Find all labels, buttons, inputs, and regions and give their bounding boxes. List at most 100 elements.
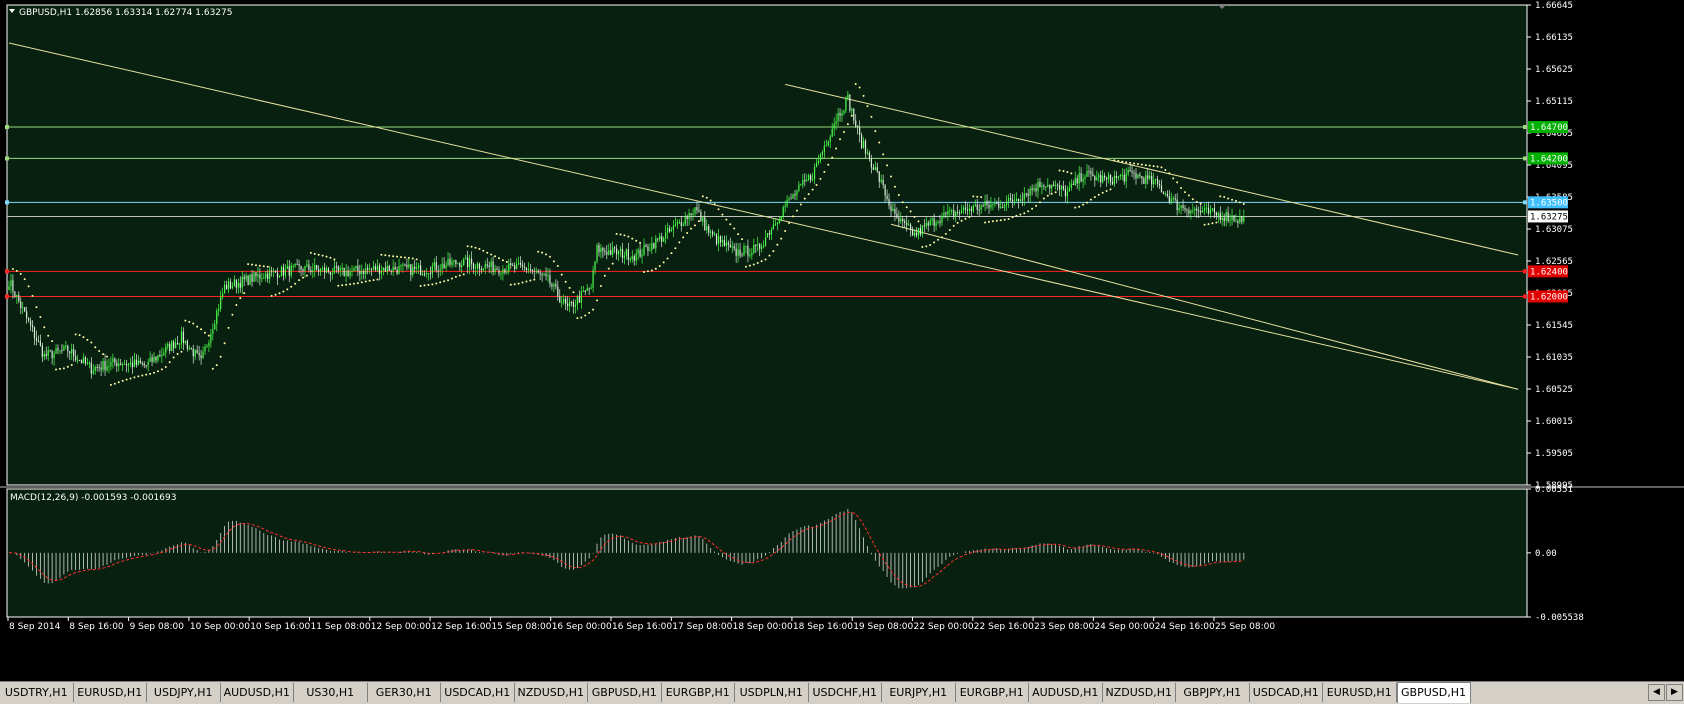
candle-body <box>1009 198 1012 200</box>
sar-dot <box>639 241 642 244</box>
sar-dot <box>498 257 500 260</box>
sar-dot <box>1003 218 1006 221</box>
chart-tab[interactable]: USDTRY,H1 <box>0 683 74 702</box>
candle-body <box>212 329 214 334</box>
candle-body <box>247 275 249 285</box>
candle-body <box>845 98 847 111</box>
candle-body <box>102 361 104 370</box>
candle-body <box>547 275 549 277</box>
sar-dot <box>356 282 359 285</box>
candle-body <box>690 213 692 216</box>
level-label: 1.63500 <box>1530 198 1568 208</box>
candle-body <box>482 268 484 271</box>
sar-dot <box>603 274 606 277</box>
candle-body <box>612 247 614 255</box>
price-tick-label: 1.65625 <box>1535 65 1573 75</box>
sar-dot <box>709 199 712 202</box>
sar-dot <box>866 105 869 108</box>
candle-body <box>725 242 727 247</box>
sar-dot <box>349 283 352 286</box>
sar-dot <box>819 177 822 180</box>
candle-body <box>578 296 580 303</box>
chart-tab[interactable]: AUDUSD,H1 <box>221 683 294 702</box>
candle-body <box>420 265 422 276</box>
chart-tab[interactable]: USDPLN,H1 <box>735 683 809 702</box>
sar-dot <box>19 272 22 275</box>
scroll-right-icon[interactable]: ▶ <box>1666 684 1683 701</box>
time-tick-label: 10 Sep 00:00 <box>190 622 250 632</box>
macd-tick-label: -0.005538 <box>1535 613 1584 623</box>
candle-body <box>273 270 275 272</box>
sar-dot <box>984 221 987 224</box>
sar-dot <box>172 356 175 359</box>
candle-body <box>896 213 898 218</box>
sar-dot <box>697 220 700 223</box>
chart-tab[interactable]: EURJPY,H1 <box>882 683 956 702</box>
candle-body <box>404 264 406 266</box>
sar-dot <box>192 322 195 325</box>
candle-body <box>810 175 812 181</box>
chart-tab[interactable]: GBPJPY,H1 <box>1176 683 1250 702</box>
candle-body <box>71 349 73 354</box>
candle-body <box>416 267 418 269</box>
candle-body <box>1186 209 1188 211</box>
sar-dot <box>752 263 755 266</box>
sar-dot <box>211 367 214 370</box>
sar-dot <box>341 284 344 287</box>
candle-body <box>80 360 83 364</box>
candle-body <box>188 347 190 349</box>
chart-tab[interactable]: USDCHF,H1 <box>809 683 882 702</box>
chart-tab[interactable]: USDCAD,H1 <box>441 683 515 702</box>
candle-body <box>892 208 894 212</box>
candle-body <box>1209 209 1212 214</box>
candle-body <box>449 258 451 265</box>
chart-tab[interactable]: GER30,H1 <box>368 683 441 702</box>
candle-body <box>347 270 349 277</box>
level-label-box <box>1528 265 1568 278</box>
candle-body <box>1129 170 1131 172</box>
sar-dot <box>309 251 312 254</box>
candle-body <box>110 361 112 367</box>
sar-dot <box>223 342 226 345</box>
sar-dot <box>850 114 853 117</box>
candle-body <box>467 257 469 268</box>
candle-body <box>333 266 335 274</box>
chart-tab[interactable]: GBPUSD,H1 <box>588 683 662 702</box>
candle-body <box>614 247 616 249</box>
candle-body <box>780 216 782 221</box>
chart-tab[interactable]: NZDUSD,H1 <box>1103 683 1176 702</box>
chart-tab[interactable]: AUDUSD,H1 <box>1029 683 1103 702</box>
candle-body <box>911 229 914 236</box>
candle-body <box>1055 184 1057 186</box>
chart-tab[interactable]: EURGBP,H1 <box>662 683 735 702</box>
price-chart[interactable]: 1.66645 1.66135 1.65625 1.65115 1.64605 1.640… <box>0 0 1684 681</box>
price-tick-label: 1.63075 <box>1535 225 1573 235</box>
candle-body <box>139 360 141 364</box>
candle-body <box>755 244 757 246</box>
candle-body <box>194 350 196 357</box>
sar-dot <box>650 269 653 272</box>
sar-dot <box>733 227 736 230</box>
candle-body <box>249 274 251 285</box>
chart-tab[interactable]: GBPUSD,H1 <box>1396 682 1471 703</box>
candle-body <box>408 264 410 268</box>
candle-body <box>1139 174 1141 177</box>
chart-tab[interactable]: EURUSD,H1 <box>74 683 147 702</box>
candle-body <box>227 281 230 290</box>
candle-body <box>114 358 116 363</box>
chart-tab[interactable]: US30,H1 <box>294 683 368 702</box>
chart-tab[interactable]: USDCAD,H1 <box>1250 683 1323 702</box>
candle-body <box>437 270 439 272</box>
chart-tab[interactable]: NZDUSD,H1 <box>515 683 588 702</box>
sar-dot <box>646 270 649 273</box>
chart-tab[interactable]: EURUSD,H1 <box>1323 683 1397 702</box>
chart-tab[interactable]: USDJPY,H1 <box>147 683 221 702</box>
candle-body <box>94 366 96 371</box>
scroll-left-icon[interactable]: ◀ <box>1648 684 1665 701</box>
sar-dot <box>372 279 375 282</box>
candle-body <box>541 274 543 276</box>
chart-tab[interactable]: EURGBP,H1 <box>956 683 1029 702</box>
candle-body <box>757 244 759 246</box>
candle-body <box>86 362 88 364</box>
sar-dot <box>1078 205 1081 208</box>
